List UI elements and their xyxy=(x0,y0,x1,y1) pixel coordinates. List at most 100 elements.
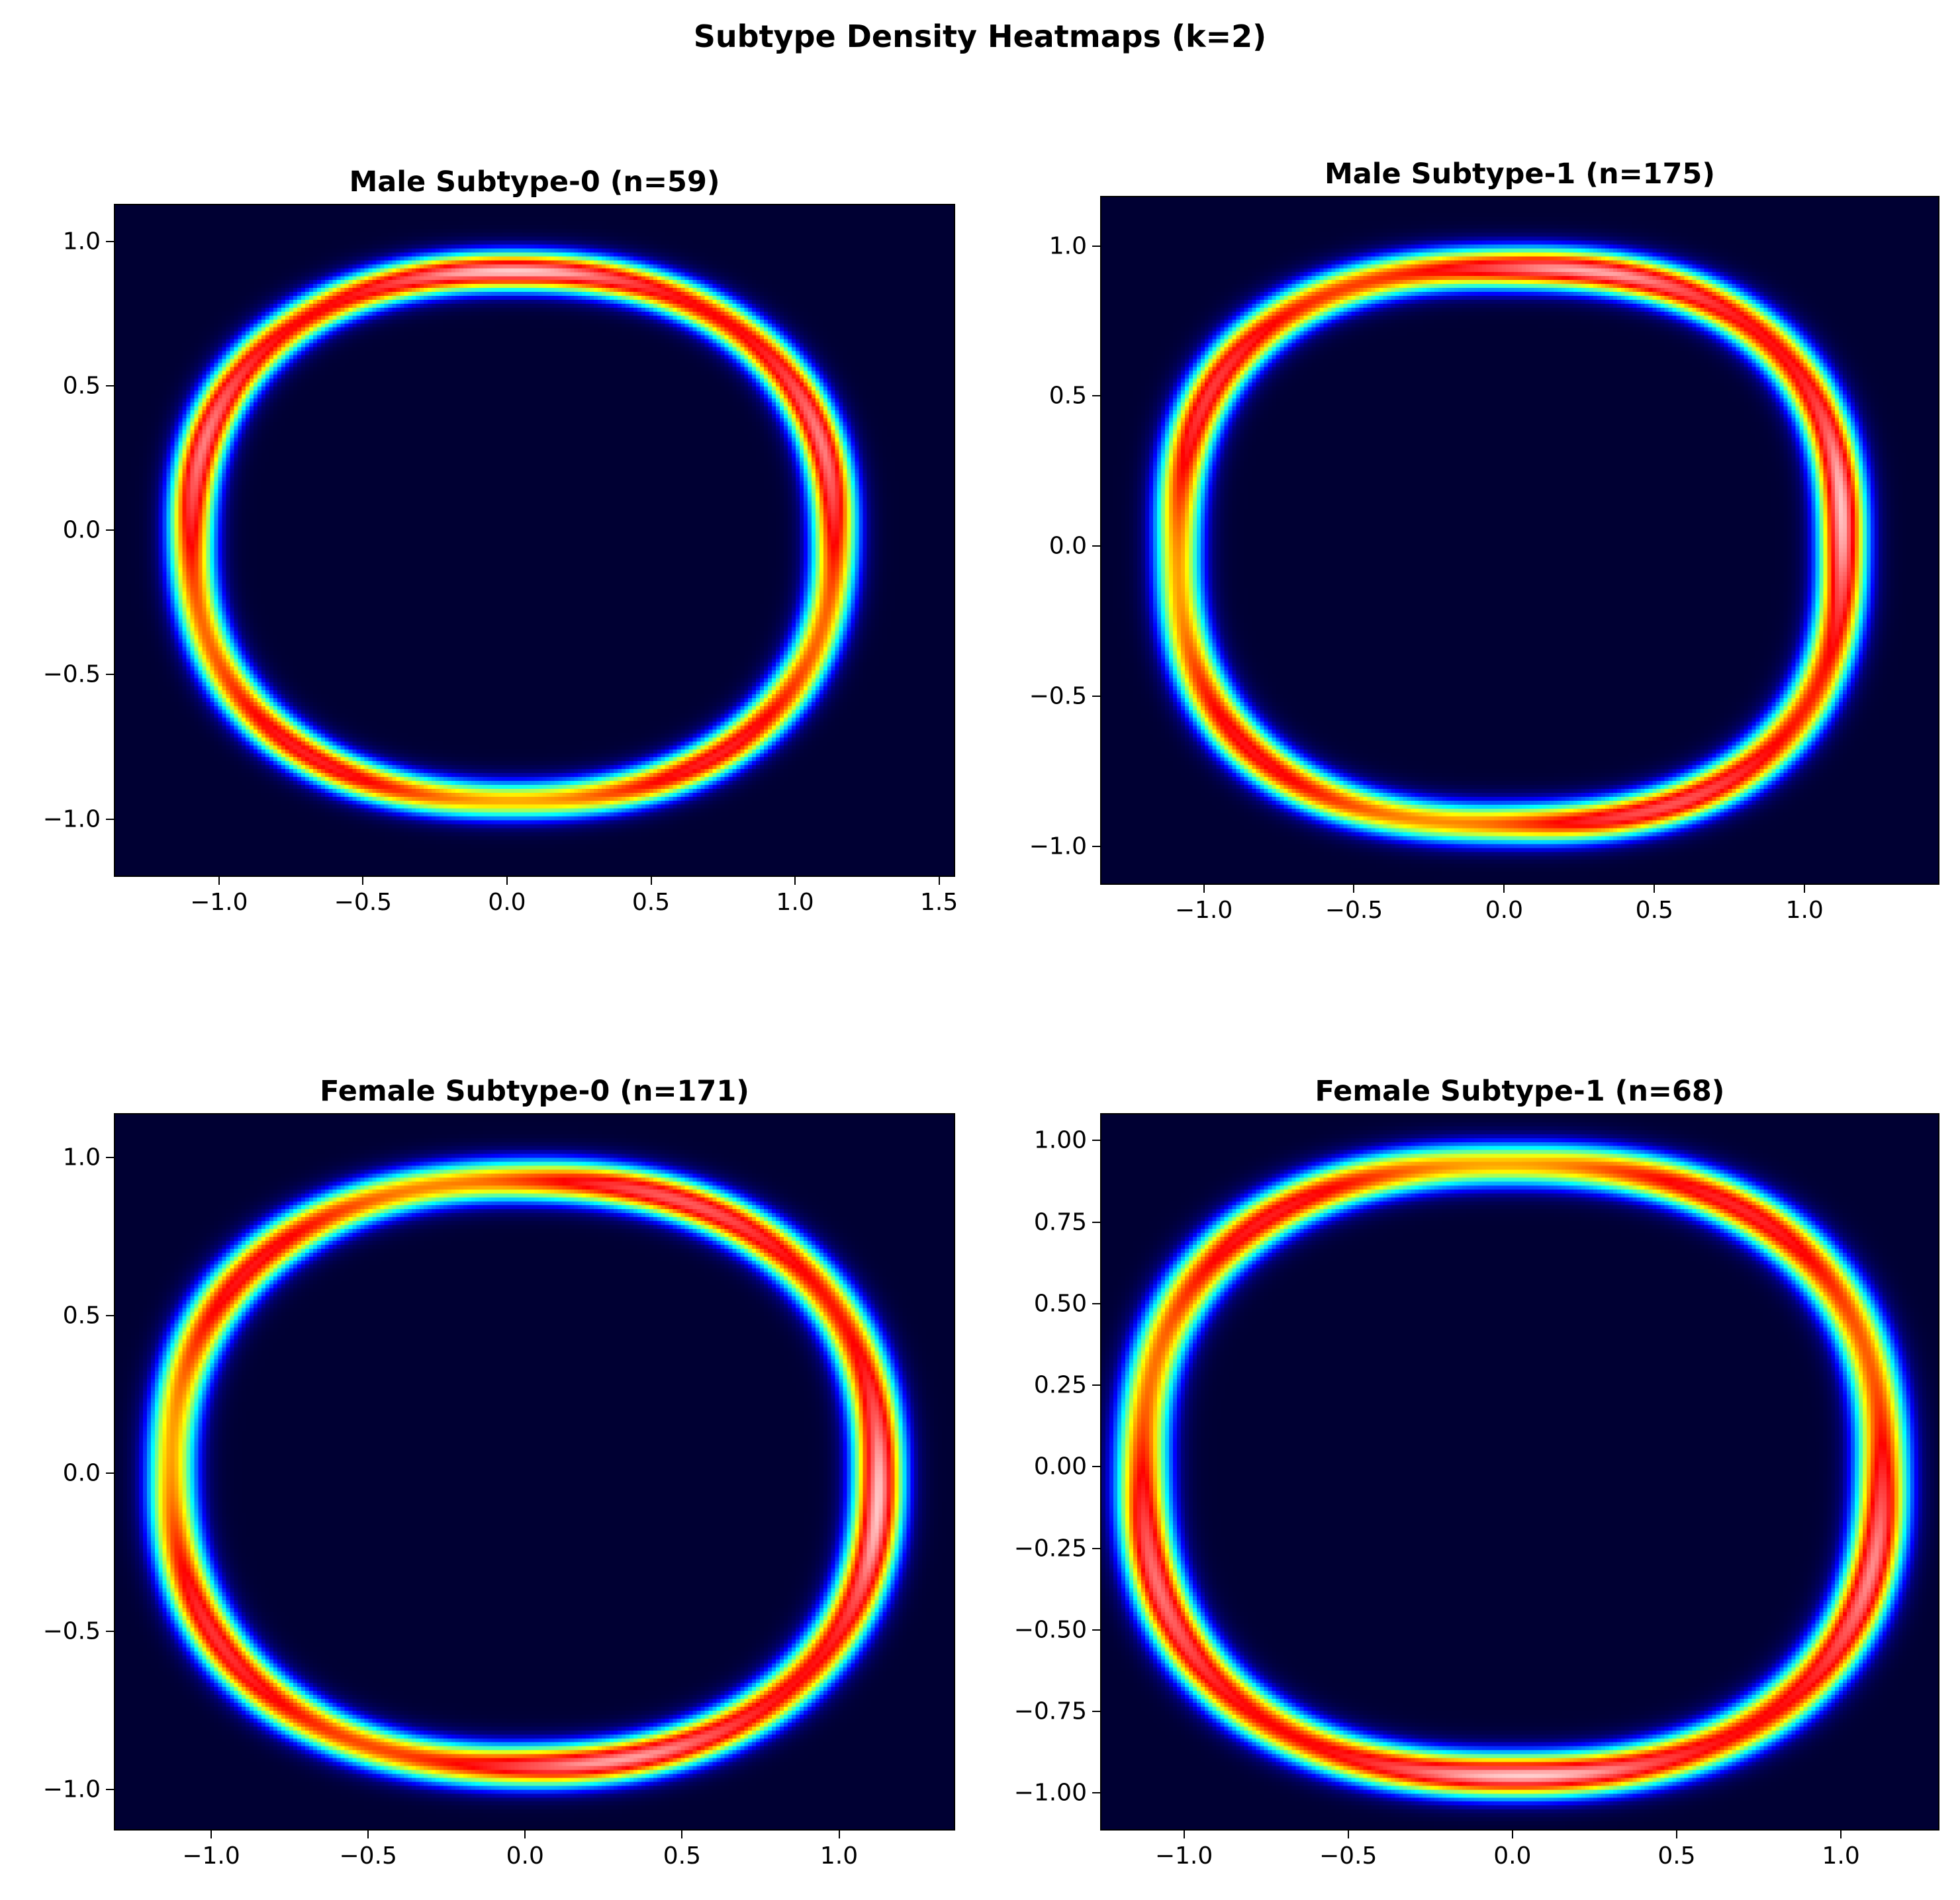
female-subtype-1-density-image xyxy=(1101,1114,1938,1829)
male-subtype-1-xtick-label: −0.5 xyxy=(1325,897,1383,924)
male-subtype-1-ytick xyxy=(1092,845,1100,847)
female-subtype-1-xtick-label: 0.0 xyxy=(1493,1842,1532,1870)
female-subtype-1-ytick xyxy=(1092,1384,1100,1386)
female-subtype-1-ytick-label: −1.00 xyxy=(1013,1779,1087,1807)
male-subtype-1-ytick-label: 0.0 xyxy=(1049,532,1087,560)
female-subtype-1-ytick-label: 0.00 xyxy=(1033,1453,1087,1480)
female-subtype-1-heatmap xyxy=(1100,1113,1939,1831)
female-subtype-0-xtick xyxy=(210,1831,212,1838)
female-subtype-1-title: Female Subtype-1 (n=68) xyxy=(1315,1075,1725,1108)
male-subtype-1-xtick-label: −1.0 xyxy=(1174,897,1233,924)
male-subtype-0-xtick xyxy=(794,877,796,885)
male-subtype-0-xtick-label: 1.5 xyxy=(919,889,958,916)
female-subtype-1-xtick xyxy=(1675,1831,1677,1838)
male-subtype-1-ytick-label: 0.5 xyxy=(1049,382,1087,410)
female-subtype-1-ytick-label: −0.75 xyxy=(1013,1697,1087,1725)
female-subtype-0-ytick xyxy=(106,1156,114,1158)
female-subtype-0-xtick-label: 0.5 xyxy=(663,1842,702,1870)
female-subtype-0-xtick-label: 1.0 xyxy=(819,1842,859,1870)
male-subtype-0-ytick-label: 1.0 xyxy=(62,228,101,255)
male-subtype-1-ytick xyxy=(1092,545,1100,547)
male-subtype-0-ytick xyxy=(106,529,114,531)
female-subtype-1-ytick-label: 0.50 xyxy=(1033,1290,1087,1318)
female-subtype-1-xtick xyxy=(1511,1831,1513,1838)
male-subtype-1-xtick-label: 0.0 xyxy=(1485,897,1524,924)
female-subtype-0-title: Female Subtype-0 (n=171) xyxy=(320,1075,749,1108)
female-subtype-0-ytick xyxy=(106,1314,114,1316)
male-subtype-0-xtick-label: −0.5 xyxy=(334,889,393,916)
male-subtype-0-xtick-label: 1.0 xyxy=(776,889,814,916)
male-subtype-0-xtick xyxy=(362,877,364,885)
female-subtype-0-density-image xyxy=(115,1114,954,1829)
male-subtype-1-xtick-label: 0.5 xyxy=(1635,897,1673,924)
male-subtype-1-ytick xyxy=(1092,695,1100,697)
female-subtype-0-xtick xyxy=(681,1831,683,1838)
male-subtype-1-xtick-label: 1.0 xyxy=(1785,897,1824,924)
male-subtype-0-ytick-label: −0.5 xyxy=(42,660,101,688)
female-subtype-0-xtick xyxy=(524,1831,526,1838)
male-subtype-1-ytick-label: 1.0 xyxy=(1049,232,1087,260)
female-subtype-1-ytick xyxy=(1092,1302,1100,1304)
female-subtype-1-ytick xyxy=(1092,1140,1100,1142)
female-subtype-1-ytick-label: 1.00 xyxy=(1033,1126,1087,1154)
male-subtype-1-xtick xyxy=(1353,885,1355,893)
female-subtype-1-ytick xyxy=(1092,1792,1100,1794)
male-subtype-1-xtick xyxy=(1203,885,1205,893)
male-subtype-1-ytick xyxy=(1092,395,1100,397)
female-subtype-1-xtick-label: −1.0 xyxy=(1154,1842,1213,1870)
female-subtype-0-ytick-label: 1.0 xyxy=(62,1144,101,1171)
female-subtype-0-ytick-label: 0.0 xyxy=(62,1459,101,1487)
female-subtype-1-xtick-label: −0.5 xyxy=(1319,1842,1377,1870)
male-subtype-0-title: Male Subtype-0 (n=59) xyxy=(349,165,720,199)
female-subtype-1-xtick xyxy=(1183,1831,1185,1838)
female-subtype-1-xtick-label: 1.0 xyxy=(1822,1842,1860,1870)
female-subtype-0-xtick xyxy=(838,1831,840,1838)
figure-title: Subtype Density Heatmaps (k=2) xyxy=(693,19,1267,54)
female-subtype-1-ytick xyxy=(1092,1629,1100,1631)
female-subtype-0-ytick xyxy=(106,1788,114,1790)
male-subtype-0-ytick-label: 0.5 xyxy=(62,372,101,400)
male-subtype-0-density-image xyxy=(115,205,954,876)
male-subtype-1-xtick xyxy=(1503,885,1505,893)
male-subtype-0-xtick xyxy=(650,877,652,885)
female-subtype-0-xtick-label: −1.0 xyxy=(182,1842,240,1870)
female-subtype-1-ytick xyxy=(1092,1547,1100,1549)
male-subtype-0-ytick xyxy=(106,240,114,242)
female-subtype-1-xtick xyxy=(1347,1831,1349,1838)
female-subtype-1-ytick xyxy=(1092,1711,1100,1713)
female-subtype-1-xtick xyxy=(1840,1831,1842,1838)
male-subtype-0-xtick xyxy=(938,877,940,885)
male-subtype-0-xtick-label: 0.5 xyxy=(631,889,671,916)
female-subtype-0-ytick-label: −1.0 xyxy=(42,1776,101,1803)
male-subtype-1-xtick xyxy=(1804,885,1806,893)
male-subtype-1-ytick xyxy=(1092,245,1100,247)
male-subtype-1-heatmap xyxy=(1100,196,1939,885)
female-subtype-1-ytick-label: 0.75 xyxy=(1033,1208,1087,1236)
male-subtype-0-ytick xyxy=(106,818,114,820)
female-subtype-1-ytick-label: −0.25 xyxy=(1013,1535,1087,1562)
male-subtype-0-xtick-label: 0.0 xyxy=(488,889,526,916)
female-subtype-1-ytick-label: 0.25 xyxy=(1033,1371,1087,1399)
female-subtype-0-ytick-label: −0.5 xyxy=(42,1617,101,1645)
male-subtype-0-xtick xyxy=(218,877,220,885)
female-subtype-1-ytick xyxy=(1092,1221,1100,1223)
male-subtype-1-density-image xyxy=(1101,197,1938,883)
male-subtype-0-xtick xyxy=(506,877,508,885)
male-subtype-1-title: Male Subtype-1 (n=175) xyxy=(1324,158,1716,191)
male-subtype-1-xtick xyxy=(1654,885,1656,893)
female-subtype-0-xtick-label: 0.0 xyxy=(506,1842,544,1870)
female-subtype-0-heatmap xyxy=(114,1113,955,1831)
female-subtype-0-ytick xyxy=(106,1631,114,1633)
male-subtype-1-ytick-label: −1.0 xyxy=(1029,833,1087,860)
female-subtype-0-xtick xyxy=(367,1831,369,1838)
female-subtype-1-ytick-label: −0.50 xyxy=(1013,1616,1087,1644)
male-subtype-0-heatmap xyxy=(114,204,955,877)
male-subtype-0-ytick xyxy=(106,674,114,676)
male-subtype-1-ytick-label: −0.5 xyxy=(1029,682,1087,710)
female-subtype-0-ytick xyxy=(106,1472,114,1474)
male-subtype-0-xtick-label: −1.0 xyxy=(190,889,248,916)
male-subtype-0-ytick xyxy=(106,385,114,386)
male-subtype-0-ytick-label: −1.0 xyxy=(42,805,101,833)
male-subtype-0-ytick-label: 0.0 xyxy=(62,516,101,544)
female-subtype-0-xtick-label: −0.5 xyxy=(339,1842,397,1870)
